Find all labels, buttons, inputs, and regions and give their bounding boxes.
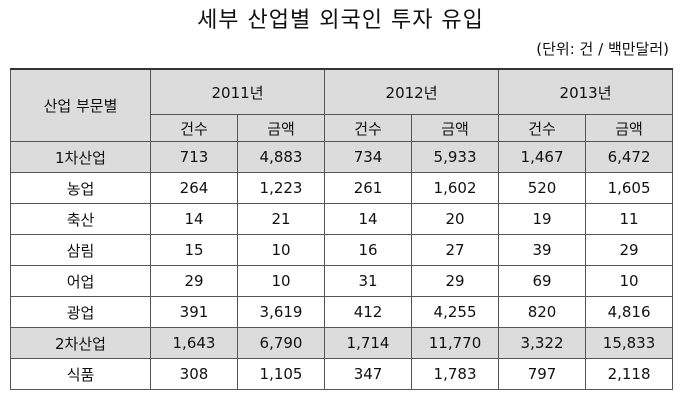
count-cell: 1,714	[324, 327, 413, 359]
amount-cell: 10	[585, 265, 674, 297]
amount-cell: 1,783	[411, 358, 500, 390]
subtotal-row: 1차산업 713 4,883 734 5,933 1,467 6,472	[10, 141, 674, 173]
amount-cell: 10	[236, 265, 326, 297]
subheader-amount: 금액	[411, 114, 500, 142]
subtotal-row: 2차산업 1,643 6,790 1,714 11,770 3,322 15,833	[10, 327, 674, 359]
amount-cell: 1,602	[411, 172, 500, 204]
table-body: 1차산업 713 4,883 734 5,933 1,467 6,472 농업 264 1,223…	[10, 141, 674, 390]
count-cell: 520	[498, 172, 587, 204]
row-label: 농업	[10, 172, 151, 204]
row-label: 어업	[10, 265, 151, 297]
year-header: 2013년	[498, 68, 674, 115]
amount-cell: 15,833	[585, 327, 674, 359]
amount-cell: 6,790	[236, 327, 326, 359]
amount-cell: 29	[585, 234, 674, 266]
year-header: 2012년	[324, 68, 500, 115]
count-cell: 412	[324, 296, 413, 328]
amount-cell: 5,933	[411, 141, 500, 173]
count-cell: 347	[324, 358, 413, 390]
table-row: 광업 391 3,619 412 4,255 820 4,816	[10, 296, 674, 328]
amount-cell: 21	[236, 203, 326, 235]
subheader-count: 건수	[498, 114, 587, 142]
subheader-amount: 금액	[236, 114, 326, 142]
count-cell: 820	[498, 296, 587, 328]
table-row: 식품 308 1,105 347 1,783 797 2,118	[10, 358, 674, 390]
investment-table: 산업 부문별 2011년 2012년 2013년 건수 금액 건수 금액 건수 …	[10, 68, 674, 390]
amount-cell: 27	[411, 234, 500, 266]
count-cell: 261	[324, 172, 413, 204]
count-cell: 391	[150, 296, 238, 328]
amount-cell: 2,118	[585, 358, 674, 390]
amount-cell: 10	[236, 234, 326, 266]
count-cell: 308	[150, 358, 238, 390]
category-header: 산업 부문별	[10, 68, 151, 142]
amount-cell: 4,255	[411, 296, 500, 328]
row-label: 삼림	[10, 234, 151, 266]
count-cell: 39	[498, 234, 587, 266]
count-cell: 15	[150, 234, 238, 266]
table-row: 축산 14 21 14 20 19 11	[10, 203, 674, 235]
investment-table-container: 산업 부문별 2011년 2012년 2013년 건수 금액 건수 금액 건수 …	[10, 68, 674, 390]
amount-cell: 6,472	[585, 141, 674, 173]
count-cell: 713	[150, 141, 238, 173]
year-header: 2011년	[149, 68, 326, 115]
header-row-metrics: 건수 금액 건수 금액 건수 금액	[11, 114, 674, 142]
subheader-amount: 금액	[585, 114, 674, 142]
amount-cell: 1,605	[585, 172, 674, 204]
count-cell: 14	[324, 203, 413, 235]
amount-cell: 3,619	[236, 296, 326, 328]
row-label: 광업	[10, 296, 151, 328]
count-cell: 16	[324, 234, 413, 266]
count-cell: 1,643	[150, 327, 238, 359]
amount-cell: 11,770	[411, 327, 500, 359]
count-cell: 29	[150, 265, 238, 297]
row-label: 식품	[10, 358, 151, 390]
table-row: 농업 264 1,223 261 1,602 520 1,605	[10, 172, 674, 204]
count-cell: 1,467	[498, 141, 587, 173]
amount-cell: 4,883	[236, 141, 326, 173]
count-cell: 264	[150, 172, 238, 204]
amount-cell: 1,223	[236, 172, 326, 204]
row-label: 2차산업	[10, 327, 151, 359]
page-title: 세부 산업별 외국인 투자 유입	[197, 8, 484, 33]
header-row-years: 산업 부문별 2011년 2012년 2013년	[10, 68, 674, 142]
subheader-count: 건수	[324, 114, 413, 142]
row-label: 축산	[10, 203, 151, 235]
table-row: 어업 29 10 31 29 69 10	[10, 265, 674, 297]
amount-cell: 29	[411, 265, 500, 297]
amount-cell: 4,816	[585, 296, 674, 328]
table-row: 삼림 15 10 16 27 39 29	[10, 234, 674, 266]
count-cell: 31	[324, 265, 413, 297]
amount-cell: 1,105	[236, 358, 326, 390]
amount-cell: 11	[585, 203, 674, 235]
count-cell: 797	[498, 358, 587, 390]
amount-cell: 20	[411, 203, 500, 235]
row-label: 1차산업	[10, 141, 151, 173]
unit-note: (단위: 건 / 백만달러)	[536, 40, 669, 58]
count-cell: 734	[324, 141, 413, 173]
subheader-count: 건수	[150, 114, 238, 142]
count-cell: 69	[498, 265, 587, 297]
count-cell: 14	[150, 203, 238, 235]
count-cell: 19	[498, 203, 587, 235]
count-cell: 3,322	[498, 327, 587, 359]
